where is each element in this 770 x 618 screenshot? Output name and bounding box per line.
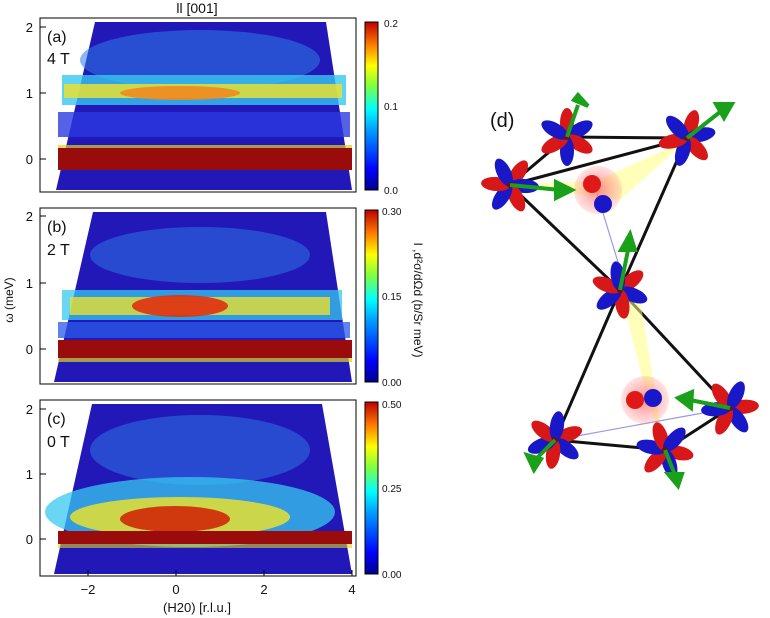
- orbital-lobe-blue: [663, 427, 686, 452]
- plot-frame: [39, 207, 357, 385]
- colorbar-tick: 0.50: [382, 400, 402, 411]
- y-axis-label: ω (meV): [2, 277, 16, 322]
- y-tick: 0: [26, 342, 33, 357]
- orbital-lobe-blue: [541, 120, 569, 140]
- spin-arrows: [509, 91, 736, 491]
- orbital-lobe-blue: [666, 115, 689, 140]
- heatmap-panel-c: (c) 0 T 0 1 2 −2 0 2 4 (H20) [r.l.u.] 0.…: [26, 399, 402, 615]
- colorbar: [364, 21, 379, 191]
- low-band: [58, 322, 350, 338]
- elastic-edge: [58, 358, 352, 362]
- orbital-lobe-red: [565, 134, 593, 154]
- x-tick: −2: [81, 582, 96, 597]
- colorbar: [364, 209, 379, 383]
- elastic-band: [58, 340, 352, 358]
- orbital-lobe-red: [715, 406, 734, 435]
- tetrahedron-bonds: [508, 135, 732, 452]
- colorbar-a: 0.2 0.1 0.0: [364, 19, 398, 197]
- band-peak: [120, 86, 240, 100]
- plot-frame: [39, 17, 357, 193]
- panel-label: (c): [47, 411, 66, 428]
- band-peak: [132, 295, 228, 317]
- heatmap-panel-a: (a) 4 T 0 1 2 0.2 0.1 0.0: [26, 17, 398, 197]
- colorbar-tick: 0.0: [384, 186, 398, 197]
- orbital-lobe-blue: [491, 183, 513, 210]
- panel-label: (a): [47, 29, 67, 46]
- x-axis-c: −2 0 2 4: [81, 570, 356, 597]
- field-label: 2 T: [47, 242, 70, 259]
- elastic-band: [58, 148, 352, 170]
- colorbar-tick: 0.00: [382, 378, 402, 389]
- y-axis-b: 0 1 2: [26, 209, 46, 357]
- continuum-blob: [90, 415, 310, 485]
- x-tick: 4: [348, 582, 355, 597]
- colorbar-b: 0.30 0.15 0.00: [364, 207, 402, 389]
- colorbar-tick: 0.00: [382, 570, 402, 581]
- orbital-cluster: [658, 110, 716, 166]
- field-label: 4 T: [47, 51, 70, 68]
- band-peak: [120, 506, 230, 532]
- diagram-label: (d): [490, 110, 514, 132]
- y-tick: 0: [26, 152, 33, 167]
- x-tick: 0: [172, 582, 179, 597]
- colorbar-label: I ,d²σ/dΩd (b/Sr meV): [411, 242, 425, 357]
- plot-frame: [39, 399, 357, 577]
- orbital-cluster: [527, 411, 583, 469]
- colorbar-tick: 0.30: [382, 207, 402, 218]
- y-tick: 0: [26, 532, 33, 547]
- orbital-lobe-blue: [726, 381, 745, 410]
- orbital-lobe-red: [685, 136, 708, 161]
- elastic-edge: [58, 544, 352, 548]
- panel-header: ll [001]: [176, 0, 217, 16]
- elastic-edge: [58, 145, 352, 148]
- spin-diagram: (d): [481, 91, 759, 491]
- orbital-lobe-red: [644, 448, 667, 473]
- panel-label: (b): [47, 219, 67, 236]
- colorbar: [364, 401, 379, 575]
- y-axis-c: 0 1 2: [26, 402, 46, 547]
- ion-spheres: [574, 166, 669, 424]
- low-band: [58, 112, 350, 137]
- colorbar-c: 0.50 0.25 0.00: [364, 400, 402, 581]
- orbital-lobes: [481, 108, 759, 478]
- y-tick: 1: [26, 276, 33, 291]
- x-tick: 2: [260, 582, 267, 597]
- y-tick: 1: [26, 86, 33, 101]
- colorbar-tick: 0.25: [382, 484, 402, 495]
- orbital-lobe-blue: [494, 158, 513, 187]
- x-axis-label: (H20) [r.l.u.]: [163, 600, 231, 615]
- y-tick: 2: [26, 402, 33, 417]
- y-axis-a: 0 1 2: [26, 20, 46, 167]
- orbital-lobe-blue: [553, 437, 579, 460]
- colorbar-tick: 0.1: [384, 102, 398, 113]
- y-tick: 1: [26, 467, 33, 482]
- field-label: 0 T: [47, 434, 70, 451]
- y-tick: 2: [26, 20, 33, 35]
- colorbar-tick: 0.2: [384, 19, 398, 30]
- elastic-band: [58, 531, 352, 544]
- continuum-blob: [90, 227, 310, 283]
- orbital-lobe-blue: [549, 411, 565, 442]
- colorbar-tick: 0.15: [382, 292, 402, 303]
- heatmap-panel-b: (b) 2 T 0 1 2 ω (meV) 0.30 0.15 0.00 I ,…: [2, 207, 425, 389]
- orbital-lobe-red: [531, 420, 557, 443]
- y-tick: 2: [26, 209, 33, 224]
